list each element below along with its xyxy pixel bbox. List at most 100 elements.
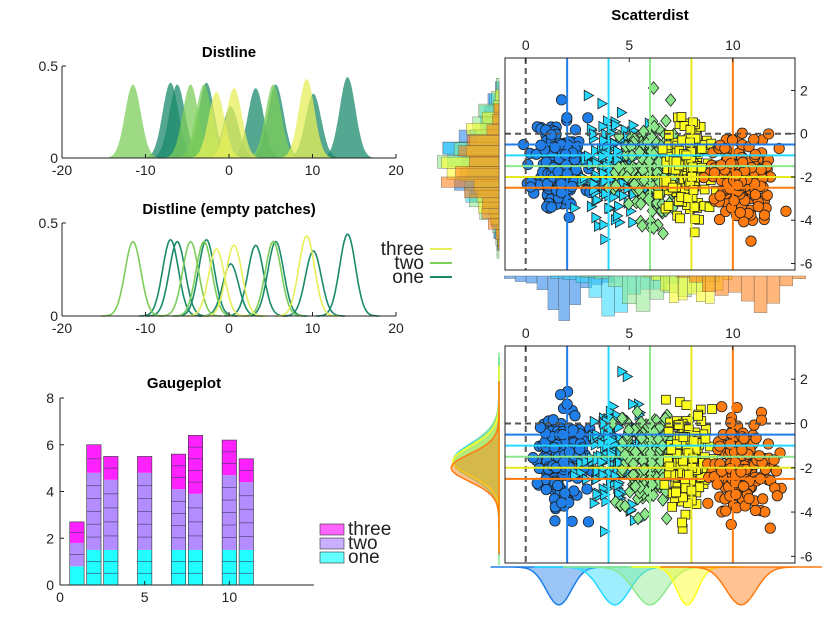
scatter-point: [713, 213, 726, 226]
distline-plot: -20 -10 0 10 20 0 0.5: [39, 58, 404, 178]
x-tick-label: -10: [135, 320, 155, 336]
hist-x-bar: [504, 275, 516, 279]
x-tick-label: 20: [388, 162, 404, 178]
scatter-point: [748, 133, 760, 146]
scatter-point: [522, 158, 534, 171]
scatter-point: [661, 394, 671, 405]
y-tick-label: -2: [800, 460, 813, 476]
scatter-point: [574, 443, 586, 455]
scatter-point: [549, 515, 561, 527]
scatter-point: [732, 179, 744, 191]
scatter-point: [677, 517, 687, 528]
scatter-point: [592, 194, 604, 206]
x-tick-label: 5: [141, 589, 149, 605]
scatter-point: [540, 483, 552, 496]
distline-empty-title: Distline (empty patches): [142, 201, 315, 218]
dist-line-three: [274, 235, 339, 317]
scatter-point: [545, 201, 557, 213]
scatter-point: [587, 452, 598, 464]
x-tick-label: 5: [625, 37, 633, 53]
hist-y-bar: [492, 114, 500, 125]
scatter-point: [725, 157, 737, 170]
scatter-point: [737, 480, 750, 492]
legend-swatch-three: [319, 523, 345, 536]
scatter-point: [681, 400, 692, 411]
hist-x-bar: [651, 275, 661, 281]
hist-x-bar: [608, 275, 623, 287]
scatter-point: [614, 200, 625, 213]
dist-line-one: [145, 240, 209, 317]
y-tick-label: -6: [800, 256, 813, 272]
dist-area-three: [184, 91, 249, 158]
scatter-point: [660, 113, 672, 128]
hist-x-bar: [715, 275, 729, 296]
x-tick-label: -10: [135, 162, 155, 178]
bar-three: [137, 456, 152, 473]
scatter-point: [600, 233, 611, 246]
hist-y-bar: [495, 229, 500, 240]
hist-x-bar: [536, 275, 549, 290]
legend-label-one: one: [392, 267, 424, 288]
y-tick-label: 4: [46, 484, 54, 500]
y-tick-label: -4: [800, 212, 813, 228]
scatter-point: [545, 129, 557, 141]
scatter-point: [570, 202, 581, 214]
y-tick-label: 2: [46, 530, 54, 546]
scatter-point: [619, 447, 631, 462]
dist-area-two: [241, 84, 305, 158]
scatter-point: [653, 189, 664, 200]
scatter-point: [720, 505, 732, 517]
scatter-point: [559, 487, 571, 499]
scatter-point: [566, 180, 578, 193]
hist-x-bar: [562, 275, 577, 280]
scatter-point: [752, 200, 764, 213]
x-tick-label: 0: [522, 37, 530, 53]
scatter-point: [555, 94, 568, 106]
scatter-point: [724, 438, 736, 450]
scatter-point: [672, 439, 682, 450]
scatter-point: [611, 119, 622, 131]
scatter-point: [687, 162, 698, 173]
dist-line-one: [198, 263, 263, 317]
scatter-point: [554, 389, 567, 401]
scatter-point: [689, 202, 700, 212]
scatter-point: [628, 398, 639, 411]
dist-line-three: [184, 248, 249, 317]
scatter-point: [663, 201, 674, 211]
x-tick-label: 0: [225, 320, 233, 336]
x-tick-label: 0: [56, 589, 64, 605]
scatter-point: [591, 144, 602, 157]
legend-label-two: two: [348, 533, 378, 554]
scatter-point: [623, 423, 635, 438]
scatter-point: [619, 499, 631, 513]
hist-x-bar: [669, 275, 679, 303]
scatter-point: [675, 213, 685, 224]
scatterdist-density-plot: 0 5 10 2 0 -2 -4 -6: [450, 325, 822, 606]
density-x: [660, 566, 822, 606]
y-tick-label: 2: [800, 82, 808, 98]
y-tick-label: 2: [800, 371, 808, 387]
y-tick-label: -2: [800, 169, 813, 185]
hist-y-bar: [486, 124, 500, 136]
scatterdist-title: Scatterdist: [611, 7, 689, 24]
y-tick-label: -4: [800, 504, 813, 520]
scatter-point: [599, 218, 611, 231]
bar-one: [103, 549, 118, 585]
hist-y-bar: [464, 187, 500, 199]
scatter-point: [612, 210, 624, 222]
hist-x-bar: [678, 275, 688, 301]
dist-line-one: [174, 238, 239, 317]
scatter-point: [711, 478, 723, 490]
x-tick-label: -20: [52, 320, 72, 336]
scatter-point: [581, 483, 593, 495]
gaugeplot-plot: 0 5 10 0 2 4 6 8: [46, 390, 314, 605]
scatter-point: [583, 89, 595, 102]
scatter-point: [749, 188, 761, 201]
hist-x-bar: [660, 275, 670, 292]
hist-x-bar: [558, 275, 570, 321]
scatter-point: [678, 432, 689, 443]
hist-y-bar: [458, 145, 500, 157]
hist-x-bar: [676, 275, 690, 278]
y-tick-label: 0: [46, 577, 54, 593]
